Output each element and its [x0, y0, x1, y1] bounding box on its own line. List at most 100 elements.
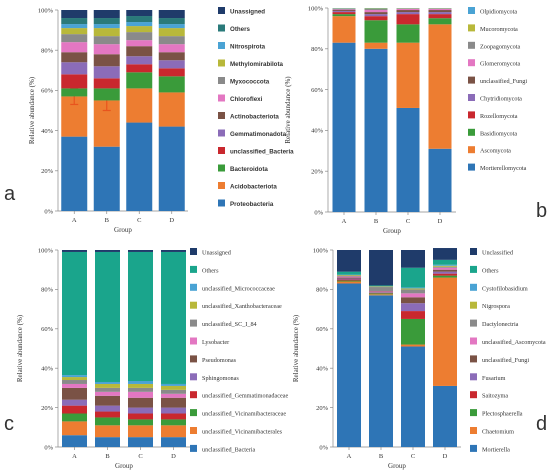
bar-segment: [161, 251, 186, 384]
legend-item: Gemmatimonadota: [218, 129, 287, 138]
bar-segment: [61, 74, 88, 89]
bar-group-A: [61, 10, 88, 211]
bar-segment: [95, 391, 120, 396]
legend-label: Methylomirabilota: [230, 61, 284, 68]
bar-segment: [128, 251, 153, 382]
bar-segment: [126, 16, 153, 23]
bar-segment: [93, 24, 120, 29]
legend-label: Mortierellomycota: [480, 165, 527, 172]
legend-label: unclassified_Bacteria: [202, 446, 256, 453]
bar-segment: [93, 44, 120, 55]
legend-swatch: [468, 76, 475, 84]
legend-item: Fusarium: [470, 373, 506, 382]
y-tick-label: 20%: [41, 405, 54, 412]
legend-item: Acidobacteriota: [218, 182, 277, 191]
bar-segment: [126, 10, 153, 17]
bar-segment: [332, 10, 356, 12]
x-tick-label: C: [137, 217, 141, 224]
legend-swatch: [190, 355, 197, 363]
bar-segment: [337, 276, 361, 278]
bar-segment: [61, 88, 88, 97]
legend-swatch: [470, 301, 477, 309]
y-tick-label: 60%: [41, 88, 54, 95]
x-tick-label: C: [138, 453, 142, 460]
bar-segment: [95, 250, 120, 252]
bar-segment: [401, 267, 425, 288]
legend-swatch: [470, 409, 477, 417]
bar-segment: [396, 42, 420, 108]
y-tick-label: 20%: [316, 405, 329, 412]
bar-segment: [364, 16, 388, 21]
bar-segment: [93, 146, 120, 211]
legend-label: Ascomycota: [480, 148, 511, 155]
bar-segment: [161, 389, 186, 394]
chart-panel-a: 0% 20% 40% 60% 80% 100% A B C D Group Relative abun…: [4, 7, 294, 234]
legend-label: Sphingomonas: [202, 375, 239, 382]
legend-swatch: [218, 77, 225, 84]
bar-segment: [158, 52, 185, 61]
bar-segment: [62, 387, 87, 400]
legend-label: unclassified_Fungi: [480, 78, 527, 85]
y-tick-label: 20%: [41, 168, 54, 175]
legend-item: Sphingomonas: [190, 373, 239, 382]
legend-swatch: [218, 42, 225, 49]
bar-segment: [337, 278, 361, 280]
legend: Unclassified Others Cystofilobasidium Nigro…: [470, 248, 546, 453]
bar-segment: [161, 419, 186, 426]
x-tick-label: D: [443, 453, 448, 460]
y-tick-label: 0%: [319, 444, 328, 451]
legend-label: unclassified_Vicinamibacteraceae: [202, 411, 286, 418]
bar-group-B: [95, 250, 120, 447]
bar-segment: [61, 62, 88, 75]
legend-label: Basidiomycota: [480, 130, 517, 137]
bar-segment: [61, 18, 88, 25]
x-tick-label: B: [105, 453, 110, 460]
bar-segment: [369, 286, 393, 288]
bar-segment: [401, 311, 425, 319]
bar-segment: [93, 88, 120, 101]
bar-segment: [93, 18, 120, 25]
bar-segment: [128, 407, 153, 414]
legend-label: Unassigned: [230, 9, 265, 16]
legend-item: Saitozyma: [470, 391, 508, 400]
legend-swatch: [470, 391, 477, 399]
legend-label: Myxococcota: [230, 79, 270, 86]
bar-segment: [95, 411, 120, 418]
legend-item: Others: [218, 24, 251, 33]
legend-label: unclassified_Ascomycota: [482, 339, 546, 346]
legend-label: Unassigned: [202, 250, 232, 257]
legend-swatch: [468, 7, 475, 14]
legend-label: Glomeromycota: [480, 61, 520, 68]
x-tick-label: A: [72, 453, 77, 460]
bar-segment: [364, 42, 388, 49]
bar-segment: [62, 399, 87, 406]
legend-label: unclassified_Vicinamibacterales: [202, 429, 283, 436]
bar-segment: [433, 277, 457, 386]
legend-swatch: [190, 283, 197, 291]
legend-item: Bacteroidota: [218, 164, 268, 173]
bar-segment: [428, 10, 452, 13]
bar-segment: [62, 421, 87, 436]
bar-segment: [433, 248, 457, 260]
bar-segment: [158, 68, 185, 77]
legend-label: Unclassified: [482, 250, 514, 257]
bar-segment: [128, 391, 153, 398]
bar-segment: [128, 413, 153, 420]
legend-swatch: [470, 444, 477, 452]
y-tick-label: 0%: [314, 209, 323, 216]
legend-item: Myxococcota: [218, 77, 270, 86]
legend-swatch: [470, 265, 477, 273]
legend-label: unclassified_Xanthobacteraceae: [202, 303, 282, 310]
y-axis-title: Relative abundance (%): [292, 314, 300, 382]
legend-item: Chaetomium: [470, 427, 514, 436]
y-tick-label: 60%: [311, 87, 324, 94]
legend-swatch: [218, 147, 225, 154]
legend-label: Zoopagomycota: [480, 43, 520, 50]
bar-segment: [93, 28, 120, 37]
bar-group-C: [396, 8, 420, 212]
y-tick-label: 60%: [41, 326, 54, 333]
legend-item: Others: [190, 265, 219, 274]
bar-segment: [158, 126, 185, 211]
legend-label: unclassified_Micrococcaceae: [202, 285, 275, 292]
